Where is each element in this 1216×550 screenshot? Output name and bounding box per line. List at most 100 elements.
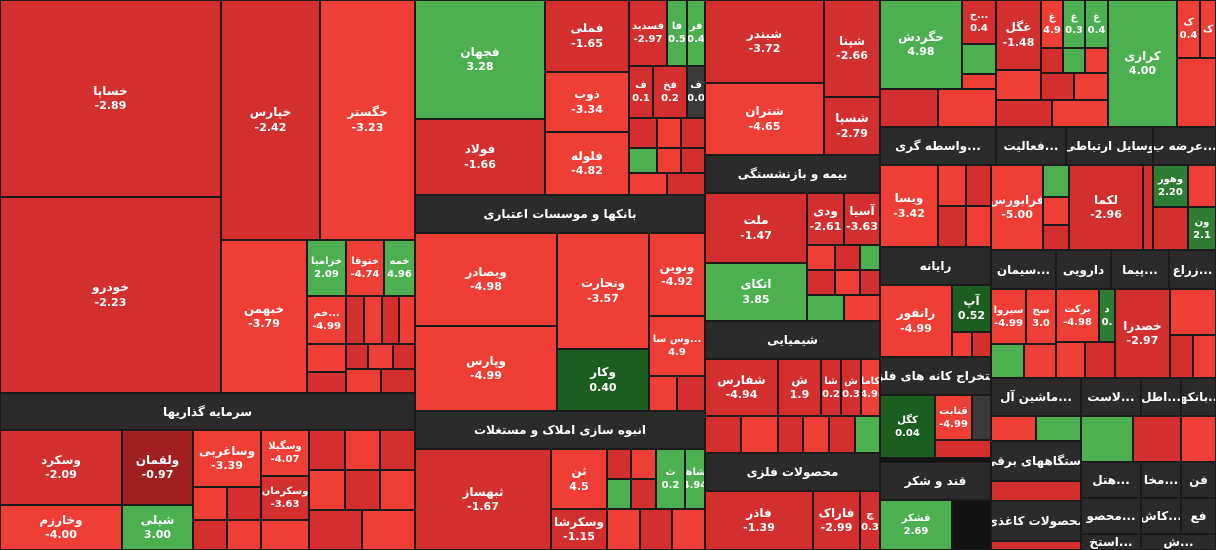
tile-small[interactable]	[972, 395, 991, 440]
tile-vskrd[interactable]: ولقمان -0.97	[122, 430, 193, 505]
tile-small[interactable]	[778, 416, 803, 453]
tile-small[interactable]	[962, 44, 996, 74]
tile-small[interactable]	[807, 245, 835, 270]
tile-small[interactable]	[657, 118, 681, 148]
tile-small[interactable]	[640, 509, 672, 550]
tile-small[interactable]	[1056, 342, 1085, 378]
tile-vdi[interactable]: ودی -2.61	[807, 193, 844, 245]
tile-vskrsha[interactable]: وسکرد -2.09	[0, 430, 122, 505]
tile-kerman[interactable]: ثبهساز -1.67	[415, 449, 551, 550]
tile-small[interactable]	[1170, 335, 1193, 378]
tile-ap[interactable]: آپ 0.52	[952, 285, 991, 332]
tile-small[interactable]	[1143, 165, 1153, 250]
tile-small[interactable]	[1052, 100, 1108, 127]
tile-small[interactable]	[855, 416, 880, 453]
tile-small[interactable]	[860, 270, 880, 295]
tile-small[interactable]	[657, 148, 681, 173]
tile-small[interactable]	[938, 165, 966, 206]
tile-small[interactable]	[1043, 197, 1069, 225]
tile-shtran[interactable]: شتران -4.65	[705, 83, 824, 155]
tile-small[interactable]	[368, 344, 393, 369]
tile-small[interactable]	[193, 520, 227, 550]
tile-k2[interactable]: ک	[1200, 0, 1216, 58]
tile-small[interactable]	[629, 173, 667, 195]
tile-kama[interactable]: کگل 0.04	[880, 395, 935, 458]
tile-small[interactable]	[991, 416, 1036, 441]
tile-small[interactable]	[807, 270, 835, 295]
tile-zob[interactable]: ذوب -3.34	[545, 72, 629, 132]
tile-vpars[interactable]: وپارس -4.99	[415, 326, 557, 411]
sector-header-banks[interactable]: بانکها و موسسات اعتباری	[415, 195, 705, 233]
tile-small[interactable]	[880, 89, 938, 127]
tile-small[interactable]	[1153, 207, 1188, 250]
tile-small[interactable]	[803, 416, 829, 453]
tile-vtejarat[interactable]: وتجارت -3.57	[557, 233, 649, 349]
tile-small[interactable]	[309, 510, 362, 550]
tile-small[interactable]	[631, 479, 656, 509]
tile-small[interactable]	[607, 479, 631, 509]
tile-small[interactable]	[382, 296, 399, 344]
tile-small[interactable]	[1041, 48, 1063, 73]
sector-header-sugar[interactable]: قند و شکر	[880, 462, 991, 500]
tile-shili[interactable]: شفارس -4.94	[705, 359, 778, 416]
tile-falooleh[interactable]: فلوله -4.82	[545, 132, 629, 195]
tile-small[interactable]	[1085, 48, 1108, 73]
tile-small[interactable]	[1024, 344, 1056, 378]
tile-barekat[interactable]: برکت -4.98	[1056, 289, 1099, 342]
tile-small[interactable]	[1177, 58, 1216, 127]
tile-vloqman[interactable]: وساغربی -3.39	[193, 430, 261, 487]
tile-small[interactable]	[1043, 165, 1069, 197]
tile-k1[interactable]: ک 0.4	[1177, 0, 1200, 58]
tile-gh1[interactable]: غ 4.9	[1041, 0, 1063, 48]
tile-small[interactable]	[991, 541, 1081, 550]
sector-header-mining[interactable]: استخراج کانه های فلزی	[880, 357, 991, 395]
tile-sbahsaz[interactable]: ثن 4.5	[551, 449, 607, 509]
sector-header-cement[interactable]: سیمان...	[991, 250, 1056, 289]
tile-vskrman[interactable]: وخارزم -4.00	[0, 505, 122, 550]
tile-vs-sa[interactable]: وس سا... 4.9	[649, 316, 705, 376]
tile-farak[interactable]: فاراک -2.99	[813, 491, 860, 550]
tile-fakh[interactable]: فخ 0.2	[653, 66, 687, 118]
tile-small[interactable]	[1133, 416, 1181, 462]
sector-header-machinery[interactable]: ماشین آل...	[991, 378, 1081, 416]
sector-header-tires[interactable]: لاست...	[1081, 378, 1141, 416]
sector-header-real-estate[interactable]: انبوه سازی املاک و مستغلات	[415, 411, 705, 449]
tile-visa[interactable]: ویسا -3.42	[880, 165, 938, 247]
tile-hgardesh[interactable]: حگردش 4.98	[880, 0, 962, 89]
tile-small[interactable]	[672, 509, 705, 550]
tile-small[interactable]	[381, 369, 415, 393]
tile-san[interactable]: ث 0.2	[656, 449, 685, 509]
tile-small[interactable]	[996, 70, 1041, 100]
sector-header-activities[interactable]: فعالیت...	[996, 127, 1066, 165]
sector-header-contracting[interactable]: پیما...	[1111, 250, 1169, 289]
tile-shfars[interactable]: ش 1.9	[778, 359, 821, 416]
tile-small[interactable]	[938, 206, 966, 247]
tile-kham[interactable]: خم... -4.99	[307, 296, 346, 344]
tile-mellat[interactable]: ملت -1.47	[705, 193, 807, 263]
tile-vbsader[interactable]: وبصادر -4.98	[415, 233, 557, 326]
tile-small[interactable]	[1170, 289, 1216, 335]
tile-f1[interactable]: ف 0.1	[629, 66, 653, 118]
tile-d[interactable]: د 0.	[1099, 289, 1115, 342]
tile-khsadra[interactable]: خصدرا -2.97	[1115, 289, 1170, 378]
sector-header-electrical[interactable]: دستگاههای برقی	[991, 441, 1081, 481]
tile-gh2[interactable]: غ 0.3	[1063, 0, 1085, 48]
tile-small[interactable]	[681, 148, 705, 173]
tile-asia[interactable]: آسیا -3.63	[844, 193, 880, 245]
tile-small[interactable]	[1085, 342, 1115, 378]
tile-small[interactable]	[996, 100, 1052, 127]
sector-header-metal-products[interactable]: محصولات فلزی	[705, 453, 880, 491]
tile-fazar[interactable]: فاذر -1.39	[705, 491, 813, 550]
tile-khzamia[interactable]: خزامیا 2.09	[307, 240, 346, 296]
tile-small[interactable]	[227, 520, 261, 550]
tile-shabandar[interactable]: شبندر -3.72	[705, 0, 824, 83]
tile-small[interactable]	[193, 487, 227, 520]
tile-small[interactable]	[607, 449, 631, 479]
tile-small[interactable]	[261, 520, 309, 550]
tile-small[interactable]	[1043, 225, 1069, 250]
tile-small[interactable]	[667, 173, 705, 195]
tile-small[interactable]	[227, 487, 261, 520]
sector-header-hotel[interactable]: هتل...	[1081, 462, 1141, 498]
tile-fa[interactable]: فا 0.5	[667, 0, 687, 66]
tile-fsadid[interactable]: فسدید -2.97	[629, 0, 667, 66]
